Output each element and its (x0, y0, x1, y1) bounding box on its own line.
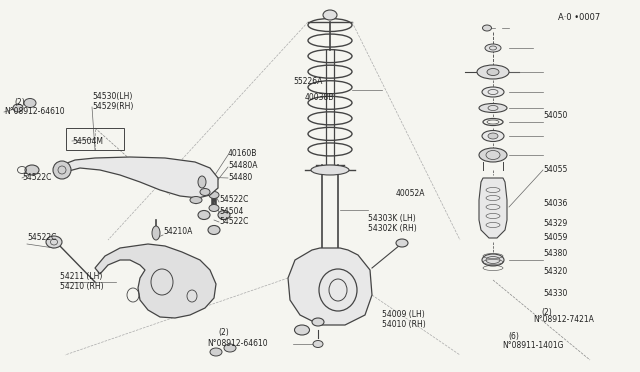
Text: N°08912-64610: N°08912-64610 (4, 108, 65, 116)
Text: 54211 (LH): 54211 (LH) (60, 272, 102, 280)
Bar (66, 128, 124, 150)
Text: (2): (2) (14, 97, 25, 106)
Ellipse shape (224, 344, 236, 352)
Text: 54480: 54480 (228, 173, 252, 183)
Text: (2): (2) (541, 308, 552, 317)
Text: A·0 •0007: A·0 •0007 (558, 13, 600, 22)
Ellipse shape (198, 211, 210, 219)
Ellipse shape (482, 87, 504, 97)
Ellipse shape (482, 131, 504, 141)
Text: 54055: 54055 (543, 166, 568, 174)
Ellipse shape (479, 148, 507, 162)
Text: 54210A: 54210A (163, 228, 193, 237)
Ellipse shape (323, 10, 337, 20)
Text: 54380: 54380 (543, 250, 567, 259)
Polygon shape (288, 248, 372, 325)
Text: 40052A: 40052A (396, 189, 426, 198)
Text: 54530(LH): 54530(LH) (92, 93, 132, 102)
Text: N°08911-1401G: N°08911-1401G (502, 340, 563, 350)
Text: 54210 (RH): 54210 (RH) (60, 282, 104, 291)
Ellipse shape (200, 189, 210, 196)
Ellipse shape (294, 325, 310, 335)
Text: 54329: 54329 (543, 218, 567, 228)
Polygon shape (95, 244, 216, 318)
Ellipse shape (477, 65, 509, 79)
Text: 54303K (LH): 54303K (LH) (368, 215, 416, 224)
Text: 54059: 54059 (543, 232, 568, 241)
Text: 54504M: 54504M (72, 137, 103, 145)
Ellipse shape (488, 133, 498, 139)
Text: 54330: 54330 (543, 289, 568, 298)
Polygon shape (58, 157, 218, 198)
Ellipse shape (210, 348, 222, 356)
Text: 54050: 54050 (543, 110, 568, 119)
Ellipse shape (218, 211, 230, 219)
Ellipse shape (482, 254, 504, 266)
Text: 54036: 54036 (543, 199, 568, 208)
Text: 54480A: 54480A (228, 161, 257, 170)
Text: 54010 (RH): 54010 (RH) (382, 321, 426, 330)
Ellipse shape (46, 236, 62, 248)
Ellipse shape (396, 239, 408, 247)
Ellipse shape (53, 161, 71, 179)
Text: 54522C: 54522C (27, 234, 56, 243)
Text: 54522C: 54522C (219, 196, 248, 205)
Text: 40160B: 40160B (228, 150, 257, 158)
Text: 54522C: 54522C (22, 173, 51, 183)
Ellipse shape (209, 192, 219, 199)
Ellipse shape (198, 176, 206, 188)
Ellipse shape (13, 104, 23, 112)
Ellipse shape (479, 103, 507, 112)
Ellipse shape (152, 226, 160, 240)
Text: 54320: 54320 (543, 266, 567, 276)
Ellipse shape (483, 25, 492, 31)
Ellipse shape (25, 165, 39, 175)
Text: (2): (2) (218, 328, 228, 337)
Text: 40038B: 40038B (305, 93, 334, 102)
Text: 54009 (LH): 54009 (LH) (382, 311, 425, 320)
Ellipse shape (485, 44, 501, 52)
Text: N°08912-7421A: N°08912-7421A (533, 315, 594, 324)
Ellipse shape (312, 318, 324, 326)
Text: 54529(RH): 54529(RH) (92, 103, 133, 112)
Ellipse shape (313, 340, 323, 347)
Ellipse shape (24, 99, 36, 108)
Ellipse shape (487, 68, 499, 76)
Polygon shape (479, 178, 507, 238)
Ellipse shape (209, 205, 219, 212)
Text: 54522C: 54522C (219, 218, 248, 227)
Text: N°08912-64610: N°08912-64610 (207, 339, 268, 347)
Text: 54302K (RH): 54302K (RH) (368, 224, 417, 232)
Ellipse shape (208, 225, 220, 234)
Ellipse shape (190, 196, 202, 203)
Text: 54504: 54504 (219, 206, 243, 215)
Text: (6): (6) (508, 333, 519, 341)
Text: 55226A: 55226A (293, 77, 323, 86)
Ellipse shape (311, 165, 349, 175)
